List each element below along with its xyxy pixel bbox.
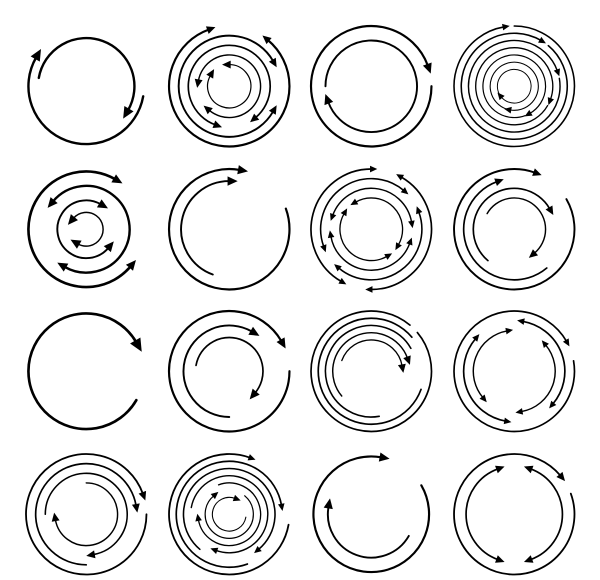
circular-arrows-icon-3 — [305, 20, 438, 153]
circular-arrows-icon-14 — [163, 448, 296, 580]
circular-arrows-icon-16 — [448, 448, 581, 580]
circular-arrows-icon-4 — [448, 20, 581, 153]
circular-arrows-icon-10 — [163, 305, 296, 438]
circular-arrows-icon-15 — [305, 448, 438, 580]
circular-arrows-icon-5 — [20, 163, 153, 296]
circular-arrows-icon-1 — [20, 20, 153, 153]
circular-arrows-icon-6 — [163, 163, 296, 296]
circular-arrows-icon-8 — [448, 163, 581, 296]
circular-arrows-icon-11 — [305, 305, 438, 438]
circular-arrows-icon-2 — [163, 20, 296, 153]
circular-arrows-icon-9 — [20, 305, 153, 438]
icon-grid — [0, 0, 600, 516]
circular-arrows-icon-13 — [20, 448, 153, 580]
circular-arrows-icon-12 — [448, 305, 581, 438]
circular-arrows-icon-7 — [305, 163, 438, 296]
